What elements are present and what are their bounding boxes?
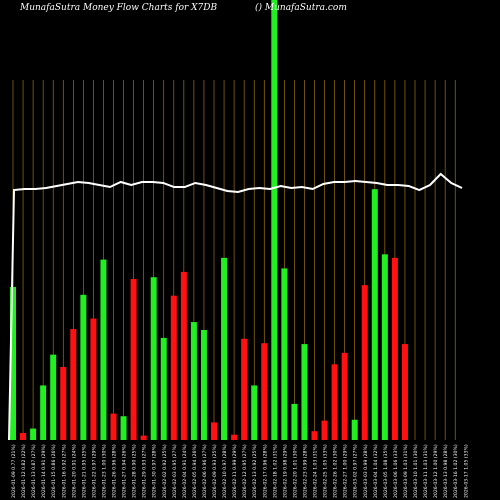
x-tick-label: 2026-02-02 0.92 (25%) xyxy=(162,444,168,498)
x-tick-label: 2026-01-23 1.00 (30%) xyxy=(101,444,107,498)
x-tick-label: 2026-03-17 1.05 (33%) xyxy=(463,444,469,498)
money-flow-bar xyxy=(130,278,137,440)
money-flow-bar xyxy=(401,344,408,440)
x-tick-label: 2026-02-24 1.03 (31%) xyxy=(313,444,319,498)
x-tick-label: 2026-01-30 0.97 (28%) xyxy=(152,444,158,498)
x-tick-label: 2026-02-10 0.97 (28%) xyxy=(222,444,228,498)
x-tick-label: 2026-01-15 0.86 (26%) xyxy=(51,444,57,498)
money-flow-bar xyxy=(100,259,107,440)
x-tick-label: 2026-02-18 1.02 (31%) xyxy=(272,444,278,498)
money-flow-bar xyxy=(50,354,57,440)
money-flow-bar xyxy=(30,428,37,440)
money-flow-bar xyxy=(301,344,308,440)
x-tick-label: 2026-02-19 0.98 (29%) xyxy=(282,444,288,498)
money-flow-bar xyxy=(221,257,228,440)
money-flow-bar xyxy=(241,338,248,440)
money-flow-bar xyxy=(311,431,318,440)
x-tick-label: 2026-03-16 1.02 (30%) xyxy=(453,444,459,498)
money-flow-bar xyxy=(90,318,97,440)
x-tick-label: 2026-03-09 1.03 (31%) xyxy=(403,444,409,498)
money-flow-bar xyxy=(140,435,147,440)
money-flow-bar xyxy=(371,189,378,440)
site-credit: () MunafaSutra.com xyxy=(255,3,347,13)
money-flow-bars xyxy=(10,0,408,440)
x-tick-label: 2026-01-29 0.93 (27%) xyxy=(142,444,148,498)
money-flow-bar xyxy=(80,294,87,440)
x-tick-label: 2026-02-26 1.02 (30%) xyxy=(333,444,339,498)
money-flow-bar xyxy=(251,385,258,440)
x-tick-label: 2026-03-06 1.06 (33%) xyxy=(393,444,399,498)
x-tick-label: 2026-02-17 0.96 (28%) xyxy=(262,444,268,498)
money-flow-bar xyxy=(261,343,268,440)
money-flow-bar xyxy=(341,352,348,440)
x-tick-label: 2026-03-02 0.97 (27%) xyxy=(353,444,359,498)
x-tick-label: 2026-01-12 0.82 (22%) xyxy=(21,444,27,498)
x-tick-label: 2026-03-10 1.01 (30%) xyxy=(413,444,419,498)
money-flow-bar xyxy=(40,385,47,440)
money-flow-bar xyxy=(281,268,288,440)
money-flow-bar xyxy=(20,432,27,440)
money-flow-bar xyxy=(60,366,67,440)
money-flow-bar xyxy=(271,0,278,440)
money-flow-bar xyxy=(160,337,167,440)
money-flow-bar xyxy=(120,416,127,440)
money-flow-bar xyxy=(200,330,207,440)
x-tick-label: 2026-03-05 1.08 (35%) xyxy=(383,444,389,498)
money-flow-bar xyxy=(331,364,338,440)
money-flow-bar xyxy=(291,403,298,440)
x-tick-label: 2026-01-20 0.91 (24%) xyxy=(71,444,77,498)
x-tick-label: 2026-02-04 0.91 (24%) xyxy=(182,444,188,498)
x-tick-label: 2026-01-09 0.77 (21%) xyxy=(11,444,17,498)
x-tick-label: 2026-02-13 0.92 (25%) xyxy=(252,444,258,498)
money-flow-bar xyxy=(231,434,238,440)
x-tick-label: 2026-03-04 1.04 (32%) xyxy=(373,444,379,498)
x-tick-label: 2026-02-05 0.94 (26%) xyxy=(192,444,198,498)
x-tick-label: 2026-02-12 0.95 (27%) xyxy=(242,444,248,498)
money-flow-bar xyxy=(351,419,358,440)
x-tick-label: 2026-02-23 0.99 (28%) xyxy=(302,444,308,498)
x-tick-label: 2026-02-20 1.01 (30%) xyxy=(292,444,298,498)
money-flow-bar xyxy=(211,422,217,440)
x-tick-label: 2026-01-13 0.87 (27%) xyxy=(31,444,37,498)
x-tick-label: 2026-02-06 0.96 (27%) xyxy=(202,444,208,498)
x-tick-label: 2026-01-14 0.91 (29%) xyxy=(41,444,47,498)
money-flow-line xyxy=(8,172,463,441)
money-flow-bar xyxy=(110,413,117,440)
x-tick-label: 2026-01-21 0.95 (25%) xyxy=(81,444,87,498)
x-tick-label: 2026-01-16 0.92 (27%) xyxy=(61,444,67,498)
x-tick-label: 2026-01-28 0.90 (25%) xyxy=(132,444,138,498)
money-flow-bar xyxy=(361,285,368,440)
money-flow-bar xyxy=(391,257,398,440)
money-flow-bar xyxy=(180,271,187,440)
x-tick-label: 2026-02-27 1.00 (29%) xyxy=(343,444,349,498)
money-flow-bar xyxy=(70,329,77,440)
x-axis-labels: 2026-01-09 0.77 (21%) 2026-01-12 0.82 (22… xyxy=(11,444,469,498)
money-flow-bar xyxy=(150,277,157,440)
x-tick-label: 2026-02-03 0.95 (27%) xyxy=(172,444,178,498)
x-tick-label: 2026-02-25 1.05 (33%) xyxy=(323,444,329,498)
x-tick-label: 2026-03-13 0.98 (28%) xyxy=(443,444,449,498)
x-tick-label: 2026-01-26 0.96 (28%) xyxy=(112,444,118,498)
money-flow-bar xyxy=(190,322,197,440)
x-tick-label: 2026-03-11 1.03 (31%) xyxy=(423,444,429,498)
x-tick-label: 2026-03-12 1.00 (29%) xyxy=(433,444,439,498)
money-flow-bar xyxy=(170,295,177,440)
x-tick-label: 2026-01-27 0.94 (26%) xyxy=(122,444,128,498)
x-tick-label: 2026-01-22 0.97 (29%) xyxy=(91,444,97,498)
x-tick-label: 2026-03-03 0.99 (28%) xyxy=(363,444,369,498)
money-flow-bar xyxy=(321,420,328,440)
x-tick-label: 2026-02-09 0.93 (25%) xyxy=(212,444,218,498)
chart-title: MunafaSutra Money Flow Charts for X7DB xyxy=(20,3,218,13)
money-flow-bar xyxy=(10,286,16,440)
x-tick-label: 2026-02-11 0.99 (29%) xyxy=(232,444,238,498)
money-flow-bar xyxy=(381,254,388,440)
